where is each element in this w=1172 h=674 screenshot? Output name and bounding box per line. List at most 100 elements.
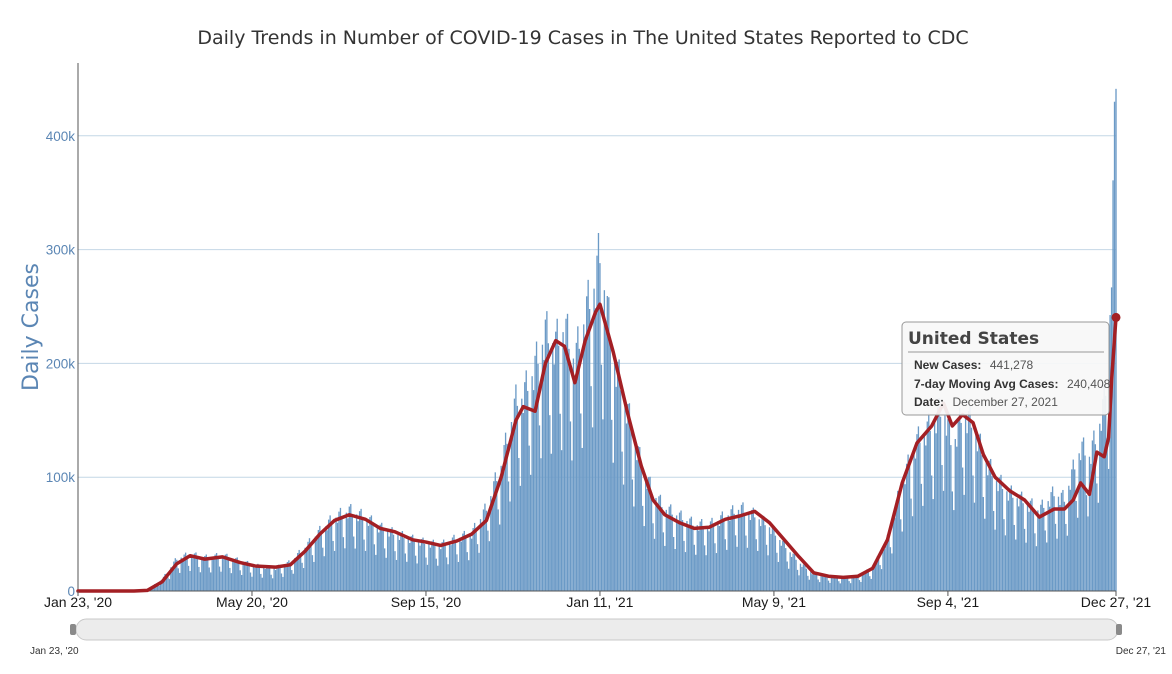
daily-case-bar[interactable] xyxy=(171,567,174,591)
daily-case-bar[interactable] xyxy=(973,502,976,591)
daily-case-bar[interactable] xyxy=(1079,460,1082,591)
daily-case-bar[interactable] xyxy=(488,541,491,591)
daily-case-bar[interactable] xyxy=(820,575,822,591)
daily-case-bar[interactable] xyxy=(1053,496,1055,591)
daily-case-bar[interactable] xyxy=(616,361,619,591)
daily-case-bar[interactable] xyxy=(575,342,578,591)
daily-case-bar[interactable] xyxy=(594,308,597,591)
daily-case-bar[interactable] xyxy=(964,417,967,591)
daily-case-bar[interactable] xyxy=(779,540,781,591)
daily-case-bar[interactable] xyxy=(354,548,356,591)
daily-case-bar[interactable] xyxy=(1010,485,1012,591)
daily-case-bar[interactable] xyxy=(867,571,869,591)
daily-case-bar[interactable] xyxy=(894,517,896,591)
daily-case-bar[interactable] xyxy=(468,560,470,591)
daily-case-bar[interactable] xyxy=(559,413,561,591)
daily-case-bar[interactable] xyxy=(170,567,172,591)
daily-case-bar[interactable] xyxy=(677,522,679,591)
daily-case-bar[interactable] xyxy=(686,521,688,591)
daily-case-bar[interactable] xyxy=(1031,498,1033,591)
daily-case-bar[interactable] xyxy=(189,570,191,591)
daily-case-bar[interactable] xyxy=(384,548,386,591)
daily-case-bar[interactable] xyxy=(263,566,265,591)
daily-case-bar[interactable] xyxy=(966,433,968,591)
daily-case-bar[interactable] xyxy=(363,539,365,591)
daily-case-bar[interactable] xyxy=(970,427,973,591)
daily-case-bar[interactable] xyxy=(515,384,517,591)
daily-case-bar[interactable] xyxy=(471,538,473,591)
daily-case-bar[interactable] xyxy=(963,494,965,591)
daily-case-bar[interactable] xyxy=(618,359,620,591)
daily-case-bar[interactable] xyxy=(426,564,429,591)
daily-case-bar[interactable] xyxy=(1037,510,1039,591)
daily-case-bar[interactable] xyxy=(945,435,948,591)
daily-case-bar[interactable] xyxy=(469,534,471,591)
daily-case-bar[interactable] xyxy=(211,557,213,591)
daily-case-bar[interactable] xyxy=(484,503,486,591)
daily-case-bar[interactable] xyxy=(813,572,815,591)
daily-case-bar[interactable] xyxy=(261,577,263,591)
daily-case-bar[interactable] xyxy=(857,576,859,592)
daily-case-bar[interactable] xyxy=(556,318,558,591)
daily-case-bar[interactable] xyxy=(535,341,538,591)
daily-case-bar[interactable] xyxy=(538,425,541,591)
daily-case-bar[interactable] xyxy=(712,525,715,591)
daily-case-bar[interactable] xyxy=(838,581,840,591)
daily-case-bar[interactable] xyxy=(614,363,616,591)
daily-case-bar[interactable] xyxy=(768,527,771,591)
daily-case-bar[interactable] xyxy=(1091,440,1094,591)
daily-case-bar[interactable] xyxy=(1054,523,1057,591)
daily-case-bar[interactable] xyxy=(305,549,308,591)
daily-case-bar[interactable] xyxy=(327,519,330,591)
daily-case-bar[interactable] xyxy=(174,558,176,591)
daily-case-bar[interactable] xyxy=(808,579,810,591)
daily-case-bar[interactable] xyxy=(267,565,269,591)
daily-case-bar[interactable] xyxy=(675,515,678,591)
daily-case-bar[interactable] xyxy=(226,553,228,591)
daily-case-bar[interactable] xyxy=(655,497,657,591)
daily-case-bar[interactable] xyxy=(765,544,768,591)
daily-case-bar[interactable] xyxy=(350,504,352,591)
daily-case-bar[interactable] xyxy=(680,510,682,591)
daily-case-bar[interactable] xyxy=(726,549,728,591)
daily-case-bar[interactable] xyxy=(420,539,423,591)
daily-case-bar[interactable] xyxy=(891,553,893,591)
daily-case-bar[interactable] xyxy=(810,571,812,591)
daily-case-bar[interactable] xyxy=(578,348,580,591)
daily-case-bar[interactable] xyxy=(466,552,468,591)
navigator-handle-right[interactable] xyxy=(1116,624,1122,635)
daily-case-bar[interactable] xyxy=(602,419,604,591)
daily-case-bar[interactable] xyxy=(568,348,570,591)
daily-case-bar[interactable] xyxy=(780,545,782,591)
daily-case-bar[interactable] xyxy=(852,577,855,591)
daily-case-bar[interactable] xyxy=(653,538,656,591)
daily-case-bar[interactable] xyxy=(690,516,693,591)
daily-case-bar[interactable] xyxy=(322,547,324,591)
daily-case-bar[interactable] xyxy=(1026,504,1029,591)
daily-case-bar[interactable] xyxy=(1085,495,1088,591)
daily-case-bar[interactable] xyxy=(631,479,634,591)
daily-case-bar[interactable] xyxy=(967,410,970,591)
daily-case-bar[interactable] xyxy=(885,539,887,591)
daily-case-bar[interactable] xyxy=(403,538,405,591)
daily-case-bar[interactable] xyxy=(667,517,669,591)
daily-case-bar[interactable] xyxy=(428,543,430,591)
daily-case-bar[interactable] xyxy=(826,576,828,591)
daily-case-bar[interactable] xyxy=(549,415,551,591)
daily-case-bar[interactable] xyxy=(948,419,951,591)
daily-case-bar[interactable] xyxy=(1035,546,1038,591)
daily-case-bar[interactable] xyxy=(696,525,698,591)
daily-case-bar[interactable] xyxy=(792,553,794,591)
daily-case-bar[interactable] xyxy=(730,509,732,591)
daily-case-bar[interactable] xyxy=(621,451,623,591)
daily-case-bar[interactable] xyxy=(1022,503,1024,591)
daily-case-bar[interactable] xyxy=(633,506,635,592)
daily-case-bar[interactable] xyxy=(1032,509,1035,591)
daily-case-bar[interactable] xyxy=(369,517,371,591)
daily-case-bar[interactable] xyxy=(976,451,979,591)
daily-case-bar[interactable] xyxy=(443,539,445,591)
daily-case-bar[interactable] xyxy=(584,339,586,591)
daily-case-bar[interactable] xyxy=(361,518,364,591)
daily-case-bar[interactable] xyxy=(975,434,977,591)
daily-case-bar[interactable] xyxy=(1057,496,1060,591)
